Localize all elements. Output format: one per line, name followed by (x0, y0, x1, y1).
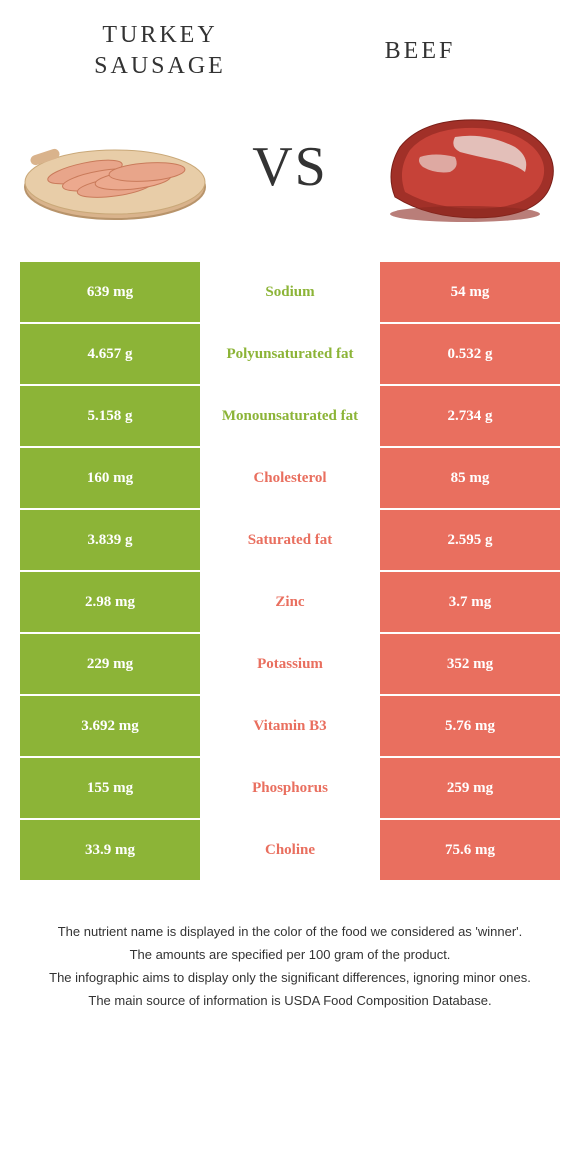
table-row: 33.9 mgCholine75.6 mg (20, 820, 560, 880)
table-row: 639 mgSodium54 mg (20, 262, 560, 322)
nutrient-label-cell: Potassium (200, 634, 380, 694)
left-value-cell: 229 mg (20, 634, 200, 694)
footer-line: The nutrient name is displayed in the co… (30, 922, 550, 943)
table-row: 3.692 mgVitamin B35.76 mg (20, 696, 560, 756)
table-row: 3.839 gSaturated fat2.595 g (20, 510, 560, 570)
left-value-cell: 4.657 g (20, 324, 200, 384)
table-row: 229 mgPotassium352 mg (20, 634, 560, 694)
nutrient-label-cell: Choline (200, 820, 380, 880)
footer-line: The amounts are specified per 100 gram o… (30, 945, 550, 966)
right-value-cell: 2.734 g (380, 386, 560, 446)
left-value-cell: 3.692 mg (20, 696, 200, 756)
right-food-image (365, 102, 565, 232)
right-value-cell: 85 mg (380, 448, 560, 508)
left-value-cell: 160 mg (20, 448, 200, 508)
right-value-cell: 259 mg (380, 758, 560, 818)
nutrient-label-cell: Cholesterol (200, 448, 380, 508)
left-value-cell: 155 mg (20, 758, 200, 818)
table-row: 2.98 mgZinc3.7 mg (20, 572, 560, 632)
left-food-image (15, 102, 215, 232)
table-row: 5.158 gMonounsaturated fat2.734 g (20, 386, 560, 446)
left-value-cell: 2.98 mg (20, 572, 200, 632)
right-value-cell: 2.595 g (380, 510, 560, 570)
left-value-cell: 3.839 g (20, 510, 200, 570)
nutrient-label-cell: Polyunsaturated fat (200, 324, 380, 384)
vs-label: VS (252, 135, 328, 199)
right-value-cell: 5.76 mg (380, 696, 560, 756)
nutrient-label-cell: Phosphorus (200, 758, 380, 818)
table-row: 4.657 gPolyunsaturated fat0.532 g (20, 324, 560, 384)
right-food-title: BEEF (320, 36, 520, 67)
right-value-cell: 54 mg (380, 262, 560, 322)
nutrient-label-cell: Sodium (200, 262, 380, 322)
left-value-cell: 639 mg (20, 262, 200, 322)
left-value-cell: 33.9 mg (20, 820, 200, 880)
right-value-cell: 75.6 mg (380, 820, 560, 880)
right-value-cell: 0.532 g (380, 324, 560, 384)
nutrient-label-cell: Saturated fat (200, 510, 380, 570)
nutrient-label-cell: Zinc (200, 572, 380, 632)
right-value-cell: 3.7 mg (380, 572, 560, 632)
footer-notes: The nutrient name is displayed in the co… (0, 882, 580, 1033)
nutrient-label-cell: Vitamin B3 (200, 696, 380, 756)
footer-line: The infographic aims to display only the… (30, 968, 550, 989)
nutrient-table: 639 mgSodium54 mg4.657 gPolyunsaturated … (20, 262, 560, 880)
table-row: 160 mgCholesterol85 mg (20, 448, 560, 508)
table-row: 155 mgPhosphorus259 mg (20, 758, 560, 818)
left-food-title: TURKEY SAUSAGE (60, 20, 260, 82)
footer-line: The main source of information is USDA F… (30, 991, 550, 1012)
header-titles: TURKEY SAUSAGE BEEF (0, 0, 580, 92)
right-value-cell: 352 mg (380, 634, 560, 694)
left-value-cell: 5.158 g (20, 386, 200, 446)
vs-row: VS (0, 92, 580, 262)
nutrient-label-cell: Monounsaturated fat (200, 386, 380, 446)
